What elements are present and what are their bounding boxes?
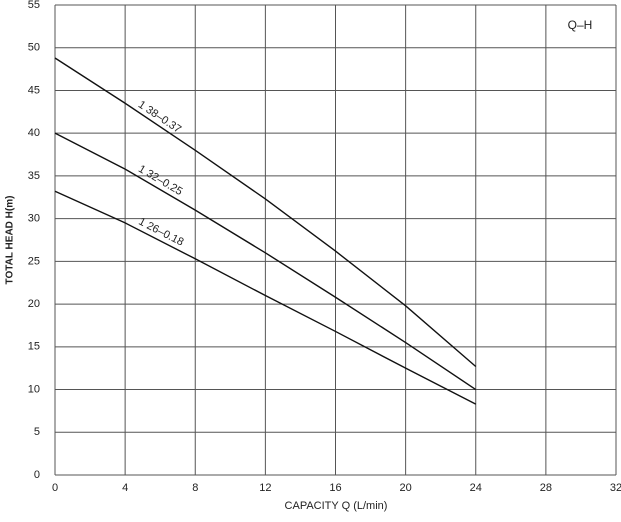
x-axis-title: CAPACITY Q (L/min): [285, 500, 388, 512]
x-tick-label: 8: [192, 482, 198, 494]
y-tick-label: 5: [34, 426, 40, 438]
x-tick-label: 4: [122, 482, 128, 494]
y-tick-label: 45: [28, 84, 40, 96]
curve: [54, 57, 477, 368]
y-tick-label: 40: [28, 127, 40, 139]
y-tick-label: 10: [28, 383, 40, 395]
y-tick-label: 30: [28, 213, 40, 225]
x-tick-label: 32: [610, 482, 621, 494]
x-tick-label: 20: [400, 482, 412, 494]
y-tick-label: 50: [28, 42, 40, 54]
curve: [54, 190, 477, 405]
x-tick-label: 24: [470, 482, 482, 494]
curve: [54, 132, 477, 391]
y-tick-label: 55: [28, 0, 40, 11]
y-tick-label: 15: [28, 341, 40, 353]
x-tick-label: 0: [52, 482, 58, 494]
x-tick-label: 28: [540, 482, 552, 494]
x-tick-label: 12: [259, 482, 271, 494]
y-tick-label: 0: [34, 469, 40, 481]
curve-label: 1 38–0.37: [136, 99, 183, 136]
corner-label: Q–H: [568, 18, 593, 32]
x-tick-label: 16: [329, 482, 341, 494]
y-tick-label: 20: [28, 298, 40, 310]
y-tick-label: 25: [28, 255, 40, 267]
y-axis-title: TOTAL HEAD H(m): [5, 196, 16, 285]
y-tick-label: 35: [28, 170, 40, 182]
